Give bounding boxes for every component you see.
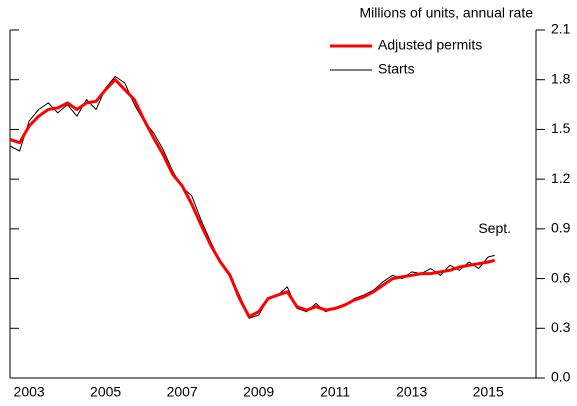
legend-label: Adjusted permits (378, 37, 482, 53)
y-tick-label: 0.0 (551, 369, 571, 385)
line-series (9, 75, 495, 319)
x-tick-label: 2011 (320, 384, 350, 400)
x-tick-label: 2015 (473, 384, 504, 400)
y-tick-label: 2.1 (551, 21, 571, 37)
x-tick-label: 2009 (243, 384, 274, 400)
legend-label: Starts (378, 61, 415, 77)
y-tick-label: 0.9 (551, 220, 571, 236)
line-series (9, 78, 496, 319)
y-tick-label: 1.2 (551, 170, 571, 186)
annotation: Sept. (478, 220, 511, 236)
x-tick-label: 2003 (14, 384, 45, 400)
axis-title: Millions of units, annual rate (359, 5, 533, 21)
x-tick-label: 2005 (90, 384, 121, 400)
x-tick-label: 2007 (167, 384, 198, 400)
y-tick-label: 0.3 (551, 319, 571, 335)
y-tick-label: 1.5 (551, 120, 571, 136)
x-tick-label: 2013 (396, 384, 427, 400)
y-tick-label: 1.8 (551, 70, 571, 86)
y-tick-label: 0.6 (551, 269, 571, 285)
